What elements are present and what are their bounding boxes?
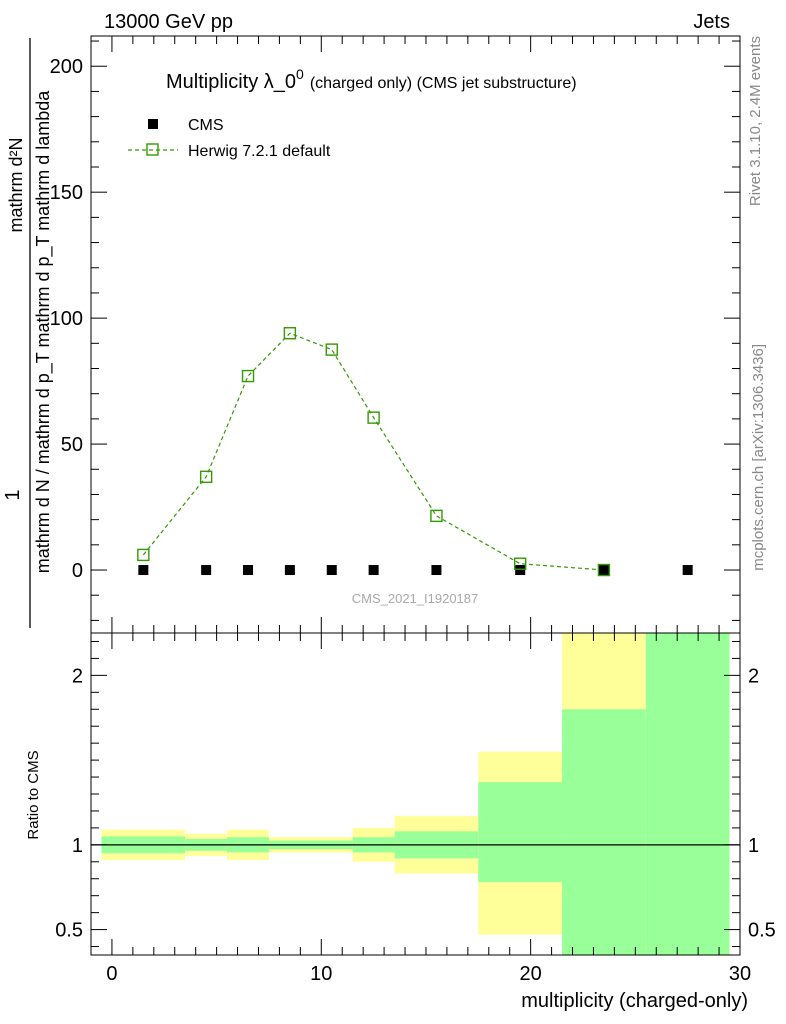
ratio-band-green [645, 633, 730, 955]
energy-label: 13000 GeV pp [104, 11, 233, 33]
process-label: Jets [693, 11, 730, 33]
x-axis-label: multiplicity (charged-only) [521, 990, 748, 1012]
ratio-axis-ticks [90, 633, 741, 955]
ratio-y-tick-label-left: 1 [72, 835, 83, 857]
cms-point [515, 565, 526, 576]
cms-point [201, 565, 212, 576]
ratio-y-tick-label-left: 2 [72, 665, 83, 687]
x-tick-label: 10 [310, 963, 332, 985]
herwig-point [137, 548, 150, 562]
main-y-label-denominator: mathrm d N / mathrm d p_T mathrm d p_T m… [33, 90, 54, 573]
main-y-tick-label: 150 [50, 182, 83, 204]
legend-cms-label: CMS [188, 117, 224, 134]
cms-point [284, 565, 295, 576]
legend-cms-marker [148, 119, 158, 129]
x-tick-label: 20 [520, 963, 542, 985]
cms-point [368, 565, 379, 576]
ratio-band-green [562, 709, 646, 955]
plot-title: Multiplicity λ_00 (charged only) (CMS jet… [166, 66, 577, 93]
main-y-label-numerator: 1 [2, 489, 24, 500]
herwig-point [430, 509, 443, 523]
herwig-line [142, 332, 604, 571]
rivet-label: Rivet 3.1.10, 2.4M events [747, 36, 764, 206]
cms-point [138, 565, 149, 576]
herwig-point [325, 343, 338, 356]
cms-point [431, 565, 442, 576]
ratio-bands [101, 633, 730, 955]
main-y-tick-label: 50 [61, 434, 83, 456]
x-tick-label: 30 [729, 963, 751, 985]
herwig-point [283, 327, 297, 340]
main-y-tick-label: 0 [72, 560, 83, 582]
ratio-y-label: Ratio to CMS [25, 750, 42, 839]
main-y-tick-label: 200 [50, 56, 83, 78]
main-data-layer [137, 327, 693, 577]
ratio-y-tick-label-left: 0.5 [55, 920, 83, 942]
main-y-tick-labels: 0 50 100 150 200 [50, 56, 83, 582]
ratio-panel: 0.5 0.51 12 20 10 20 30 [55, 632, 776, 985]
x-tick-label: 0 [106, 963, 117, 985]
herwig-point [199, 470, 213, 484]
cms-point [243, 565, 254, 576]
main-y-label: 1 mathrm d N / mathrm d p_T mathrm d p_T… [2, 38, 54, 628]
legend-herwig-label: Herwig 7.2.1 default [188, 143, 331, 160]
analysis-watermark: CMS_2021_I1920187 [352, 591, 479, 606]
herwig-point [367, 411, 380, 424]
ratio-y-tick-label-right: 1 [748, 835, 759, 857]
main-y-tick-label: 100 [50, 308, 83, 330]
herwig-point [597, 563, 611, 577]
ratio-y-tick-label-right: 2 [748, 665, 759, 687]
legend-herwig-marker [146, 143, 159, 156]
ratio-band-green [478, 782, 563, 883]
cms-point [326, 565, 337, 576]
herwig-point [513, 557, 527, 570]
cms-point [682, 565, 693, 576]
plot-title-main: Multiplicity λ_0 [166, 71, 296, 93]
plot-title-subtitle: (charged only) (CMS jet substructure) [310, 75, 577, 92]
mcplots-label: mcplots.cern.ch [arXiv:1306.3436] [750, 344, 767, 571]
ratio-y-tick-label-right: 0.5 [748, 920, 776, 942]
ratio-tick-labels: 0.5 0.51 12 20 10 20 30 [55, 665, 776, 985]
cms-point [598, 565, 609, 576]
main-axis-ticks [90, 36, 741, 633]
herwig-point [241, 369, 255, 383]
main-y-label-right-numerator: mathrm d²N [6, 137, 26, 232]
plot-title-superscript: 0 [296, 66, 304, 82]
legend: CMS Herwig 7.2.1 default [128, 117, 331, 160]
